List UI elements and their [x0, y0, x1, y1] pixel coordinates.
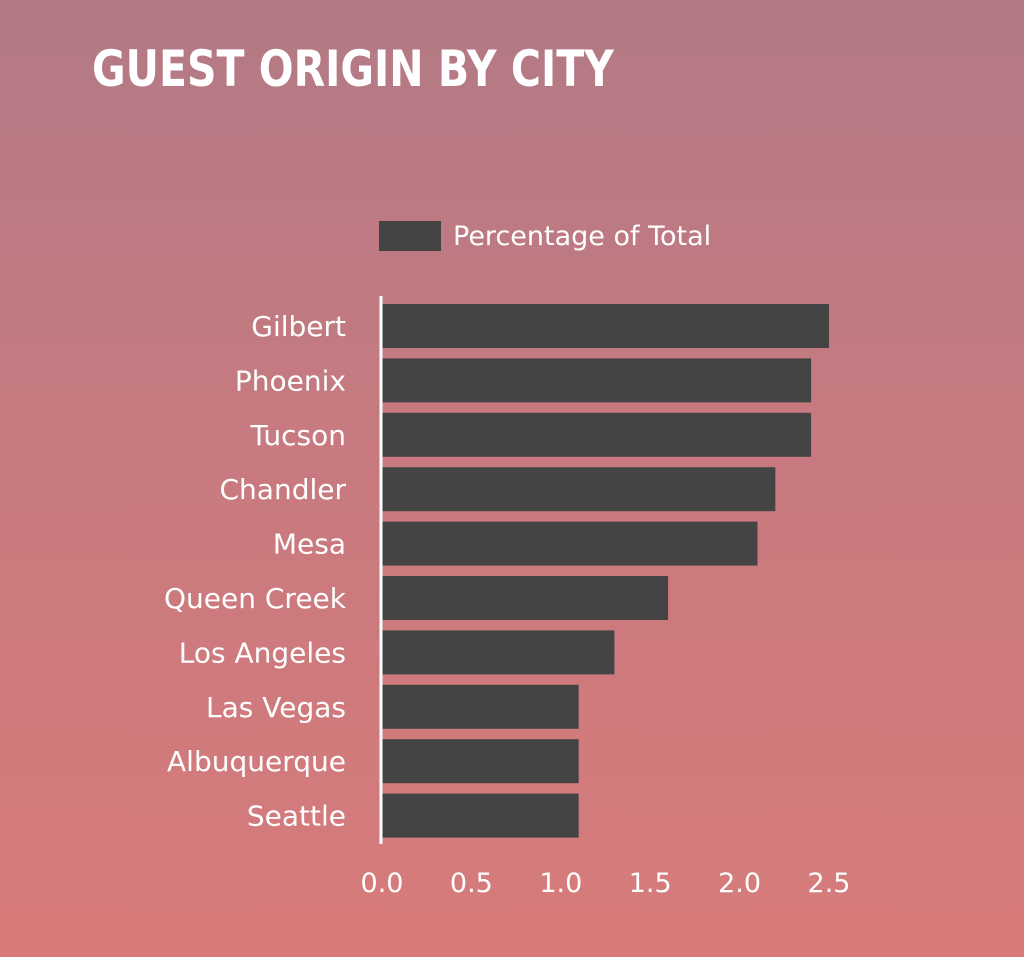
bar-mesa	[382, 521, 758, 566]
category-label: Las Vegas	[206, 691, 346, 724]
bar-gilbert	[382, 304, 829, 348]
x-tick-label: 1.0	[539, 868, 582, 899]
category-label: Seattle	[247, 800, 346, 833]
x-tick-label: 0.5	[450, 868, 493, 899]
bar-los-angeles	[382, 630, 615, 675]
chart-title: GUEST ORIGIN BY CITY	[92, 40, 614, 98]
bar-queen-creek	[382, 576, 669, 620]
bar-chandler	[382, 467, 776, 512]
bar-albuquerque	[382, 739, 579, 784]
category-label: Gilbert	[251, 310, 346, 343]
bar-phoenix	[382, 358, 812, 403]
category-label: Albuquerque	[167, 745, 346, 778]
legend-swatch	[379, 221, 441, 251]
bar-tucson	[382, 412, 812, 457]
x-tick-labels: 0.0 0.5 1.0 1.5 2.0 2.5	[361, 868, 851, 899]
bar-las-vegas	[382, 684, 579, 729]
category-label: Phoenix	[235, 364, 346, 397]
bars-group	[382, 304, 829, 838]
category-label: Tucson	[250, 419, 346, 452]
x-tick-label: 1.5	[629, 868, 672, 899]
legend: Percentage of Total	[379, 221, 711, 252]
category-label: Chandler	[220, 473, 347, 506]
category-label: Los Angeles	[179, 636, 346, 669]
x-tick-label: 2.5	[808, 868, 851, 899]
bar-seattle	[382, 793, 579, 838]
category-label: Queen Creek	[164, 582, 347, 615]
x-tick-label: 2.0	[718, 868, 761, 899]
category-label: Mesa	[273, 528, 346, 561]
legend-label: Percentage of Total	[453, 221, 711, 252]
category-labels: Gilbert Phoenix Tucson Chandler Mesa Queen Cr…	[164, 310, 347, 833]
x-tick-label: 0.0	[361, 868, 404, 899]
